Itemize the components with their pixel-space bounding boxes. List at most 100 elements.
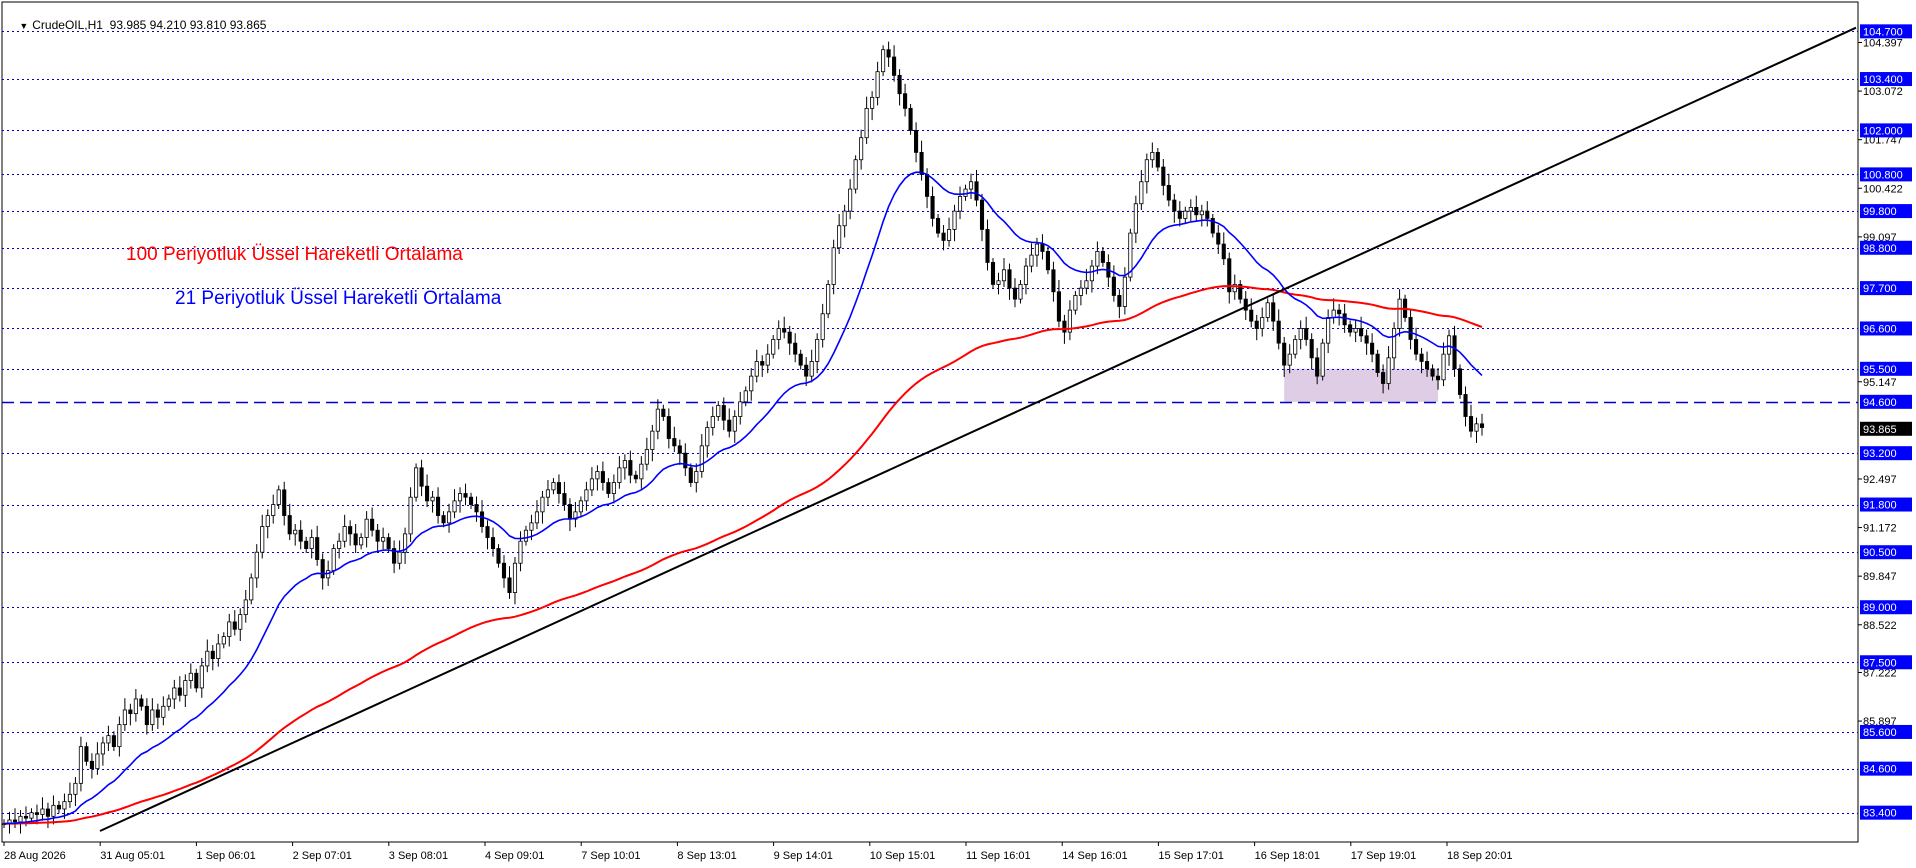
ema21-annotation: 21 Periyotluk Üssel Hareketli Ortalama [175, 288, 502, 309]
candle-body [1122, 276, 1127, 307]
candle-body [529, 522, 534, 531]
candle-body [1166, 185, 1171, 201]
candle-body [1188, 207, 1193, 212]
candle-body [117, 724, 122, 748]
candle-body [474, 504, 479, 513]
candle-body [1144, 159, 1149, 183]
candle-body [172, 687, 177, 700]
candle-body [479, 511, 485, 527]
candle-body [155, 709, 160, 718]
candle-body [1150, 151, 1155, 161]
candle-body [144, 705, 149, 726]
candle-body [859, 137, 864, 161]
level-label: 102.000 [1863, 125, 1903, 137]
y-tick-label: 88.522 [1863, 620, 1897, 632]
candle-body [408, 496, 413, 535]
candle-body [1249, 309, 1254, 322]
candle-body [919, 151, 924, 175]
candle-body [968, 181, 974, 190]
candle-body [315, 537, 320, 560]
candle-body [831, 247, 836, 285]
candle-body [556, 482, 561, 494]
candle-body [1359, 328, 1364, 337]
candle-body [1172, 199, 1177, 212]
level-label: 98.800 [1863, 243, 1897, 255]
x-tick-label: 17 Sep 19:01 [1351, 850, 1416, 862]
candle-body [820, 313, 825, 340]
candle-body [337, 540, 342, 549]
candle-body [1287, 353, 1292, 366]
candle-body [1463, 394, 1468, 417]
x-tick-label: 15 Sep 17:01 [1158, 850, 1223, 862]
candle-body [1062, 320, 1067, 333]
ohlc-readout: 93.985 94.210 93.810 93.865 [109, 18, 267, 32]
candle-body [1078, 287, 1083, 296]
candle-body [1309, 339, 1314, 359]
candle-body [18, 815, 23, 823]
candle-body [293, 529, 298, 535]
ema21-line [3, 171, 1483, 825]
candle-body [1386, 357, 1391, 384]
candle-body [1479, 423, 1485, 428]
candle-body [271, 504, 276, 516]
y-tick-label: 89.847 [1863, 571, 1897, 583]
candle-body [1128, 232, 1133, 278]
candle-body [990, 262, 996, 285]
candle-body [545, 489, 550, 498]
level-label-box [1860, 204, 1912, 219]
candle-body [1161, 166, 1166, 186]
candle-body [1320, 342, 1325, 377]
candle-body [1474, 423, 1479, 432]
candle-body [957, 196, 963, 212]
candle-body [496, 548, 501, 564]
x-tick-label: 31 Aug 05:01 [100, 850, 165, 862]
candle-body [826, 284, 831, 315]
candle-body [897, 74, 902, 95]
candle-body [403, 533, 408, 553]
candle-body [73, 782, 78, 795]
candle-body [1375, 353, 1380, 373]
candle-body [881, 49, 886, 73]
candle-body [304, 540, 309, 549]
candle-body [51, 804, 56, 817]
candle-body [1056, 291, 1061, 322]
candle-body [628, 460, 633, 476]
candle-body [886, 49, 891, 58]
candle-body [771, 339, 776, 355]
level-label: 84.600 [1863, 764, 1897, 776]
x-tick-label: 14 Sep 16:01 [1062, 850, 1127, 862]
ema100-annotation: 100 Periyotluk Üssel Hareketli Ortalama [126, 244, 463, 265]
trendline [99, 26, 1857, 832]
candle-body [650, 430, 655, 450]
x-tick-label: 4 Sep 09:01 [485, 850, 544, 862]
candle-body [265, 515, 270, 527]
dropdown-triangle-icon[interactable]: ▼ [19, 21, 29, 31]
candle-body [1457, 368, 1463, 395]
candle-body [848, 188, 853, 212]
candle-body [1342, 313, 1347, 326]
candle-body [298, 529, 303, 542]
current-price-label: 93.865 [1863, 424, 1897, 436]
level-label: 99.800 [1863, 206, 1897, 218]
candle-body [254, 551, 259, 579]
x-tick-label: 9 Sep 14:01 [774, 850, 833, 862]
candle-body [694, 471, 699, 483]
candle-body [804, 364, 809, 377]
candle-body [793, 342, 798, 355]
candle-body [1414, 339, 1419, 355]
level-label-box [1860, 123, 1912, 138]
candle-body [787, 331, 792, 344]
candle-body [67, 793, 72, 803]
candle-body [436, 496, 441, 516]
candle-body [249, 577, 254, 601]
candle-body [1111, 276, 1116, 296]
level-label: 100.800 [1863, 169, 1903, 181]
x-tick-label: 3 Sep 08:01 [389, 850, 448, 862]
candle-body [188, 672, 193, 682]
candle-body [463, 493, 468, 498]
chart-header: ▼ CrudeOIL,H1 93.985 94.210 93.810 93.865 [6, 4, 266, 46]
candle-body [534, 511, 540, 524]
candle-body [562, 493, 567, 505]
